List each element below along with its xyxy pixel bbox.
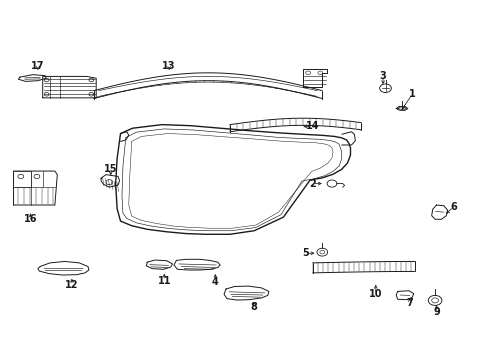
- Text: 16: 16: [24, 214, 37, 224]
- Text: 3: 3: [379, 71, 386, 81]
- Text: 11: 11: [157, 276, 171, 286]
- Text: 10: 10: [368, 289, 382, 299]
- Text: 15: 15: [104, 164, 117, 174]
- Text: 9: 9: [432, 307, 439, 317]
- Text: 4: 4: [211, 277, 218, 287]
- Text: 14: 14: [305, 121, 319, 131]
- Text: 7: 7: [406, 298, 412, 308]
- Text: 8: 8: [250, 302, 257, 312]
- Text: 2: 2: [308, 179, 315, 189]
- Text: 17: 17: [31, 61, 44, 71]
- Text: 1: 1: [408, 89, 415, 99]
- Text: 12: 12: [65, 280, 79, 291]
- Text: 6: 6: [449, 202, 456, 212]
- Text: 5: 5: [301, 248, 308, 258]
- Text: 13: 13: [162, 61, 176, 71]
